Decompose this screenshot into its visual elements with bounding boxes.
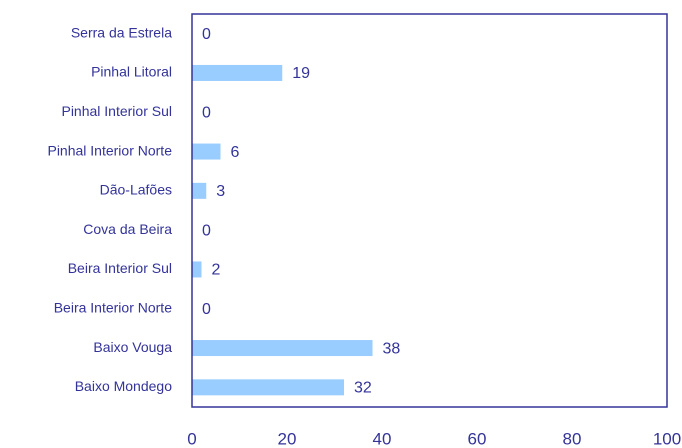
y-tick-label: Cova da Beira xyxy=(83,221,172,237)
plot-frame xyxy=(191,13,668,408)
value-label: 32 xyxy=(354,380,372,397)
x-tick-label: 0 xyxy=(187,429,196,448)
y-tick-label: Baixo Mondego xyxy=(75,378,173,394)
bar xyxy=(192,340,373,357)
y-tick-label: Dão-Lafões xyxy=(100,182,172,198)
y-tick-label: Beira Interior Sul xyxy=(68,260,172,276)
value-label: 0 xyxy=(202,104,211,121)
value-label: 0 xyxy=(202,301,211,318)
value-label: 6 xyxy=(231,144,240,161)
y-tick-label: Beira Interior Norte xyxy=(54,299,172,315)
y-tick-label: Baixo Vouga xyxy=(93,339,172,355)
y-tick-label: Pinhal Interior Norte xyxy=(47,142,172,158)
x-tick-label: 20 xyxy=(278,429,297,448)
y-tick-label: Pinhal Interior Sul xyxy=(61,103,172,119)
y-tick-label: Serra da Estrela xyxy=(71,24,172,40)
bar xyxy=(192,261,202,278)
value-label: 0 xyxy=(202,222,211,239)
bar xyxy=(192,379,344,396)
x-tick-label: 40 xyxy=(373,429,392,448)
bar xyxy=(192,182,207,199)
x-tick-label: 60 xyxy=(468,429,487,448)
value-label: 3 xyxy=(216,183,225,200)
x-tick-label: 100 xyxy=(653,429,681,448)
value-label: 2 xyxy=(212,262,221,279)
y-tick-label: Pinhal Litoral xyxy=(91,64,172,80)
x-tick-label: 80 xyxy=(563,429,582,448)
value-label: 19 xyxy=(292,65,310,82)
value-label: 38 xyxy=(383,340,401,357)
bar xyxy=(192,143,221,160)
value-label: 0 xyxy=(202,26,211,43)
bar xyxy=(192,64,283,81)
